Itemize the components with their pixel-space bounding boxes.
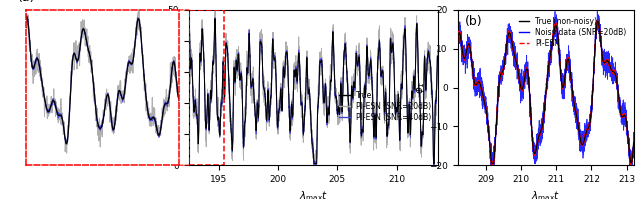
Text: (a): (a) xyxy=(18,0,35,4)
Bar xyxy=(189,10,225,165)
Y-axis label: $\phi_1$: $\phi_1$ xyxy=(413,81,428,94)
Legend: True (non-noisy), Noisy data (SNR=20dB), PI-ESN: True (non-noisy), Noisy data (SNR=20dB),… xyxy=(516,14,630,51)
X-axis label: $\lambda_{\max}t$: $\lambda_{\max}t$ xyxy=(531,189,560,199)
X-axis label: $\lambda_{\max}t$: $\lambda_{\max}t$ xyxy=(299,189,328,199)
Legend: True, PI-ESN (SNR=20dB), PI-ESN (SNR=40dB): True, PI-ESN (SNR=20dB), PI-ESN (SNR=40d… xyxy=(337,88,435,125)
Y-axis label: $\phi_3$: $\phi_3$ xyxy=(152,81,166,94)
Text: (b): (b) xyxy=(465,15,483,28)
